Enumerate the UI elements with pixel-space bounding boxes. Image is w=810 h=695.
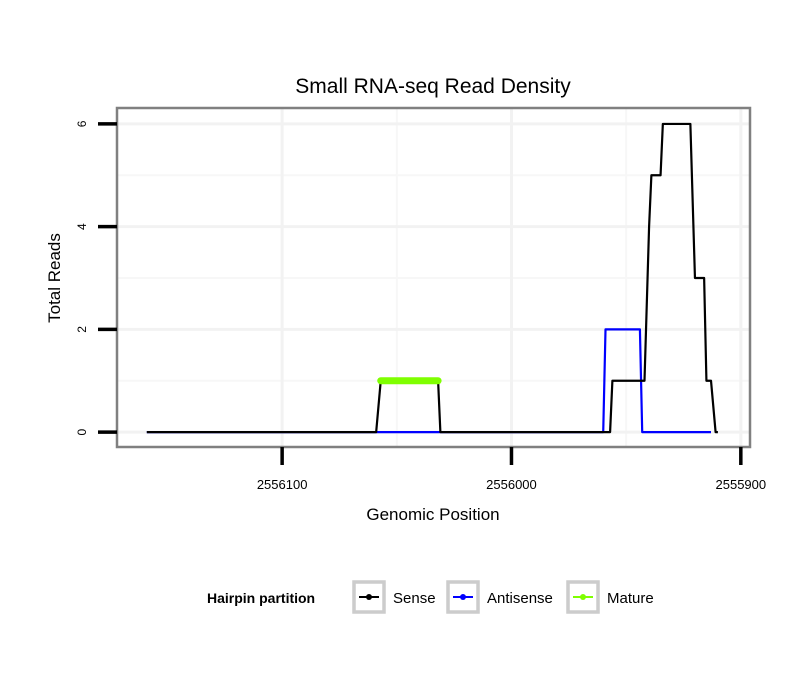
y-tick-label: 6 [75,120,89,127]
y-tick-label: 4 [75,223,89,230]
legend-item-mature: Mature [566,580,654,614]
y-tick-label: 2 [75,326,89,333]
legend-item-sense: Sense [352,580,436,614]
panel-border [115,106,752,449]
x-tick-label: 2556000 [486,477,537,492]
legend-key-point [580,594,586,600]
x-tick-label: 2555900 [716,477,767,492]
x-axis-label: Genomic Position [366,505,499,524]
y-tick-label: 0 [75,428,89,435]
legend-item-antisense: Antisense [446,580,553,614]
chart-title: Small RNA-seq Read Density [295,75,571,98]
legend-label: Antisense [487,590,553,607]
y-axis-label: Total Reads [45,233,64,323]
legend-label: Mature [607,590,654,607]
x-tick-label: 2556100 [257,477,308,492]
legend-title: Hairpin partition [207,590,315,606]
legend-label: Sense [393,590,436,607]
legend-key-point [366,594,372,600]
legend: Hairpin partition Sense Antisense Mature [207,580,654,614]
legend-key-point [460,594,466,600]
